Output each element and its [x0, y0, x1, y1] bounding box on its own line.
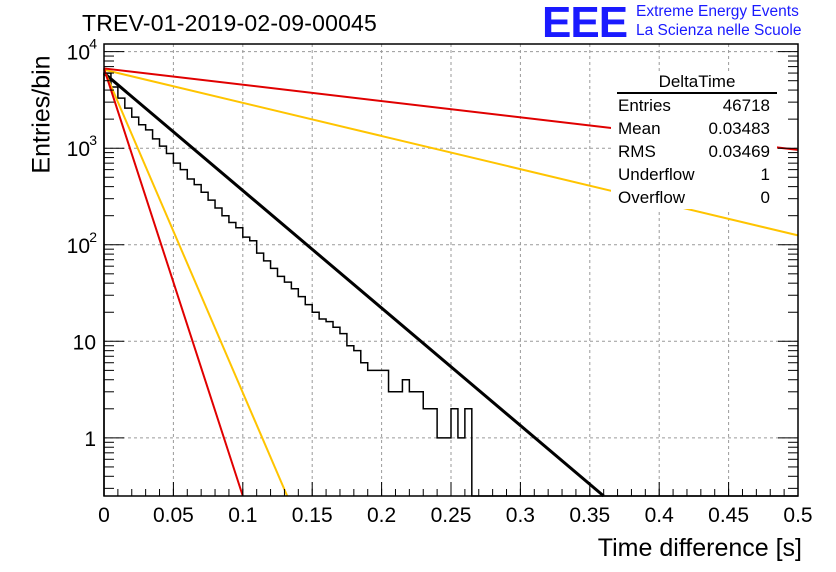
x-tick-label: 0.2 — [367, 504, 396, 527]
x-tick-label: 0.5 — [783, 504, 812, 527]
y-tick-label: 10 — [73, 331, 96, 354]
stats-value: 46718 — [722, 96, 770, 115]
stats-row-rms: RMS 0.03469 — [611, 140, 777, 163]
x-tick-label: 0.1 — [228, 504, 257, 527]
x-tick-label: 0.15 — [292, 504, 333, 527]
stats-box: DeltaTime Entries 46718 Mean 0.03483 RMS… — [611, 72, 777, 209]
stats-value: 1 — [760, 165, 770, 184]
x-tick-label: 0.4 — [645, 504, 675, 527]
y-tick-label: 10 — [67, 138, 90, 161]
tick-labels: 0 0.05 0.1 0.15 0.2 0.25 0.3 0.35 0.4 0.45 0.51101… — [67, 36, 813, 527]
y-tick-label: 10 — [67, 42, 90, 65]
x-tick-label: 0.35 — [569, 504, 610, 527]
eee-logo: EEE — [542, 0, 628, 47]
y-tick-exponent: 4 — [89, 36, 97, 52]
stats-row-mean: Mean 0.03483 — [611, 117, 777, 140]
x-tick-label: 0 — [98, 504, 110, 527]
stats-label: RMS — [618, 142, 656, 161]
stats-row-entries: Entries 46718 — [611, 94, 777, 117]
axis-ticks — [103, 51, 799, 496]
fit-line — [103, 69, 289, 497]
x-tick-label: 0.05 — [153, 504, 194, 527]
stats-value: 0.03483 — [708, 119, 770, 138]
logo-line-2: La Scienza nelle Scuole — [636, 22, 802, 39]
x-axis-label: Time difference [s] — [597, 534, 802, 562]
stats-label: Entries — [618, 96, 671, 115]
y-tick-label: 10 — [67, 235, 90, 258]
logo-line-1: Extreme Energy Events — [636, 3, 799, 20]
stats-row-underflow: Underflow 1 — [611, 163, 777, 186]
chart-title: TREV-01-2019-02-09-00045 — [82, 10, 378, 36]
y-tick-label: 1 — [84, 428, 96, 451]
fit-line — [103, 71, 605, 498]
x-tick-label: 0.25 — [431, 504, 472, 527]
stats-label: Underflow — [618, 165, 695, 184]
fit-line — [103, 68, 244, 497]
y-tick-exponent: 2 — [89, 229, 97, 245]
stats-title: DeltaTime — [617, 72, 777, 94]
stats-label: Overflow — [618, 188, 686, 207]
x-tick-label: 0.45 — [708, 504, 749, 527]
y-axis-label: Entries/bin — [27, 55, 56, 174]
x-tick-label: 0.3 — [506, 504, 535, 527]
logo-subtitle: Extreme Energy Events La Scienza nelle S… — [636, 2, 801, 40]
stats-label: Mean — [618, 119, 661, 138]
y-tick-exponent: 3 — [89, 132, 97, 148]
stats-row-overflow: Overflow 0 — [611, 186, 777, 209]
stats-value: 0.03469 — [708, 142, 770, 161]
stats-value: 0 — [760, 188, 770, 207]
